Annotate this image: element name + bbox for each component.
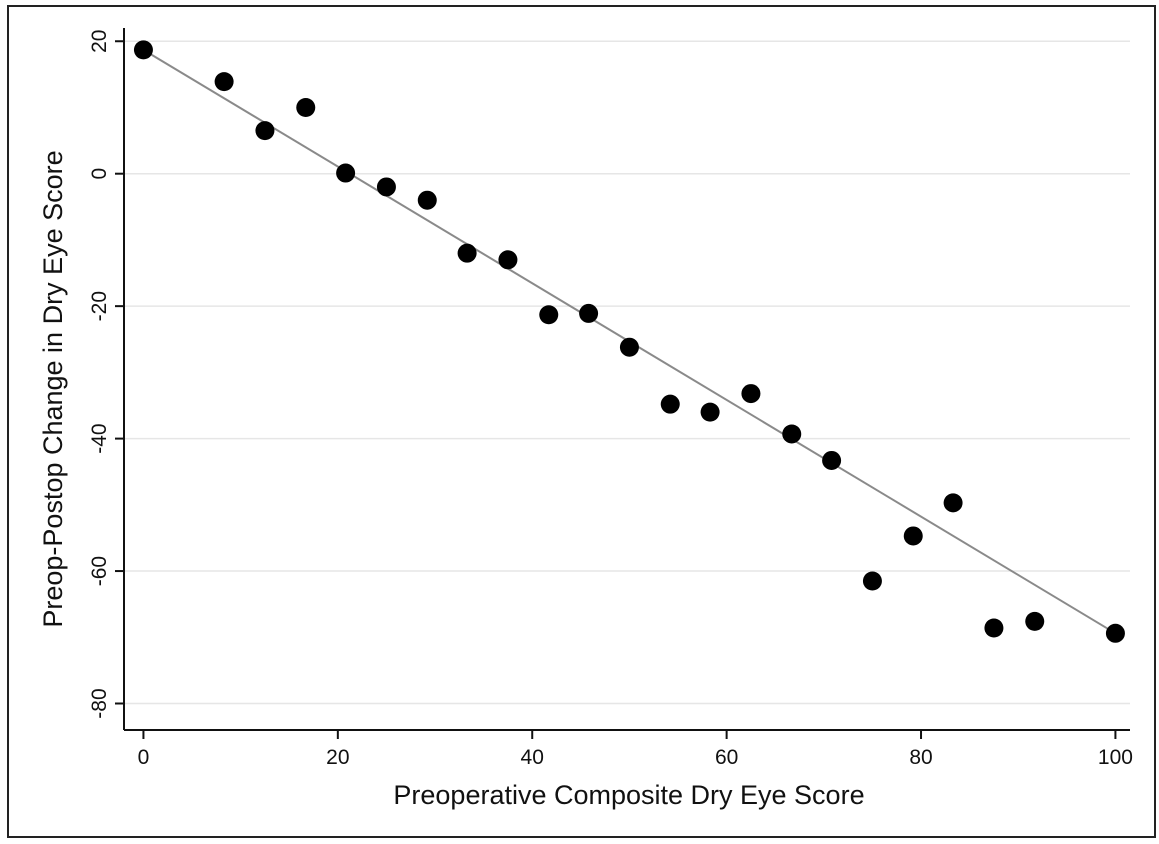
y-tick-label: -40 [88,423,111,453]
data-point [336,163,356,183]
data-points [133,40,1125,643]
data-point [296,97,316,117]
data-point [782,424,802,444]
data-point [822,450,842,470]
data-point [376,177,396,197]
data-point [619,337,639,357]
x-tick-label: 40 [521,746,544,769]
data-point [741,384,761,404]
data-point [984,618,1004,638]
y-axis-title: Preop-Postop Change in Dry Eye Score [38,150,68,627]
data-point [255,121,275,141]
x-tick-label: 20 [326,746,349,769]
x-axis-ticks: 0 20 40 60 80 100 [138,730,1133,769]
data-point [498,250,518,270]
chart-frame [7,5,1156,838]
y-axis-ticks: 20 0 -20 -40 -60 -80 [88,30,124,719]
data-point [417,190,437,210]
data-point [862,571,882,591]
data-point [700,402,720,422]
x-tick-label: 0 [138,746,150,769]
data-point [943,493,963,513]
y-tick-label: -60 [88,556,111,586]
data-point [539,305,559,325]
y-tick-label: -80 [88,688,111,718]
data-point [214,72,234,92]
data-point [1025,611,1045,631]
data-point [903,526,923,546]
x-tick-label: 80 [909,746,932,769]
y-tick-label: -20 [88,291,111,321]
y-tick-label: 0 [88,168,111,180]
data-point [457,243,477,263]
x-tick-label: 60 [715,746,738,769]
data-point [579,303,599,323]
y-tick-label: 20 [88,30,111,53]
grid-lines [124,40,1130,705]
x-axis-title: Preoperative Composite Dry Eye Score [393,780,864,810]
data-point [660,394,680,414]
x-tick-label: 100 [1098,746,1133,769]
data-point [133,40,153,60]
data-point [1105,623,1125,643]
